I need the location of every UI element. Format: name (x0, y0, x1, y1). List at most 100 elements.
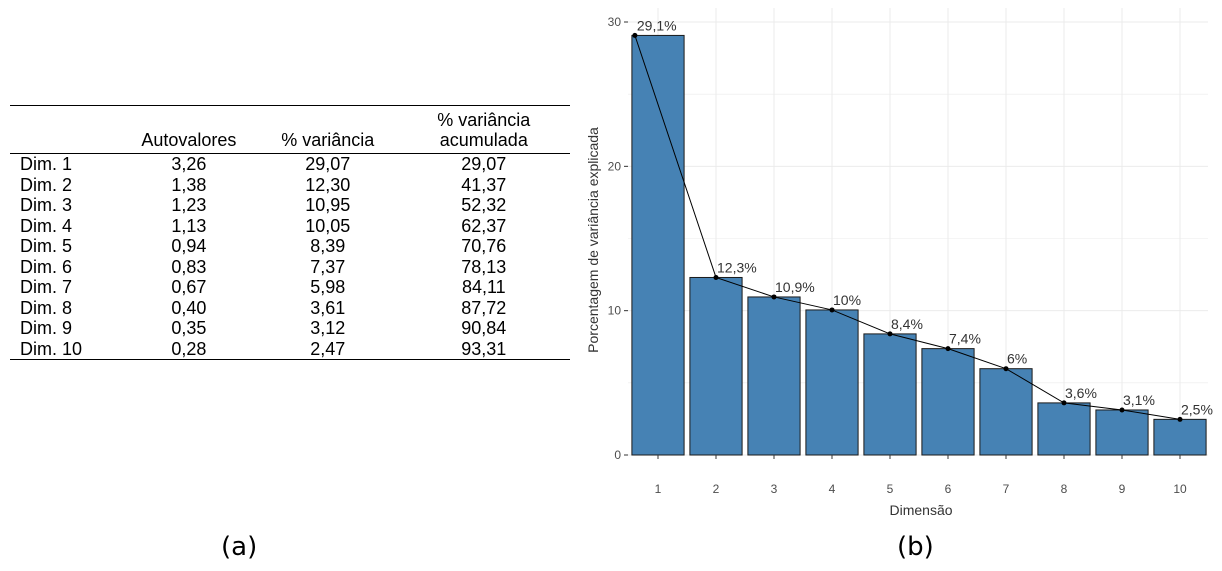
data-label-dim-2: 12,3% (717, 259, 757, 275)
row-variance: 2,47 (310, 338, 346, 359)
table-row: Dim. 5 0,94 8,39 70,76 (10, 236, 570, 257)
row-variance: 12,30 (305, 174, 351, 195)
point-dim-4 (829, 307, 835, 313)
row-dimension: Dim. 3 (20, 195, 73, 215)
header-variance: % variância (281, 130, 375, 150)
row-cumulative: 29,07 (461, 154, 507, 174)
row-cumulative: 87,72 (461, 297, 507, 318)
x-tick-label: 4 (829, 482, 836, 496)
y-axis-title: Porcentagem de variância explicada (585, 127, 601, 353)
bar-dim-7 (979, 368, 1033, 456)
row-eigenvalue: 0,35 (171, 318, 207, 338)
row-dimension: Dim. 5 (20, 236, 73, 256)
table-row: Dim. 9 0,35 3,12 90,84 (10, 318, 570, 339)
row-dimension: Dim. 1 (20, 154, 73, 174)
bar-dim-3 (747, 296, 801, 456)
bar-dim-4 (805, 309, 859, 456)
data-label-dim-7: 6% (1007, 351, 1027, 367)
row-dimension: Dim. 8 (20, 297, 73, 318)
data-label-dim-8: 3,6% (1065, 385, 1097, 401)
x-axis-title: Dimensão (889, 502, 952, 518)
row-variance: 3,61 (310, 297, 346, 318)
header-cumulative-line2: acumulada (439, 130, 528, 150)
row-variance: 10,05 (305, 215, 351, 236)
data-label-dim-5: 8,4% (891, 316, 923, 332)
eigenvalue-table: Autovalores % variância % variância acum… (10, 105, 570, 360)
point-dim-10 (1177, 416, 1183, 422)
row-variance: 8,39 (310, 236, 346, 256)
data-label-dim-4: 10% (833, 292, 861, 308)
data-label-dim-10: 2,5% (1181, 401, 1213, 417)
header-cumulative-line1: % variância (437, 110, 531, 130)
row-cumulative: 90,84 (461, 318, 507, 338)
table-row: Dim. 6 0,83 7,37 78,13 (10, 257, 570, 278)
axes: 0 10 20 30 1 2 3 4 5 6 7 8 9 10 (608, 15, 1187, 496)
row-eigenvalue: 0,94 (171, 236, 207, 256)
row-variance: 10,95 (305, 195, 351, 215)
point-dim-6 (945, 346, 951, 352)
x-tick-label: 10 (1173, 482, 1187, 496)
table-row: Dim. 3 1,23 10,95 52,32 (10, 195, 570, 216)
point-dim-5 (887, 331, 893, 337)
x-tick-label: 3 (771, 482, 778, 496)
bar-dim-9 (1095, 409, 1149, 456)
table-header-row: Autovalores % variância % variância acum… (10, 105, 570, 154)
row-dimension: Dim. 4 (20, 215, 73, 236)
row-variance: 5,98 (310, 277, 346, 297)
row-cumulative: 84,11 (461, 277, 506, 297)
scree-plot: 29,1% 12,3% 10,9% 10% 8,4% 7,4% 6% 3,6% 3,1% 2,5%… (585, 8, 1213, 518)
data-label-dim-1: 29,1% (637, 17, 677, 33)
point-dim-8 (1061, 400, 1067, 406)
point-dim-9 (1119, 407, 1125, 413)
bar-dim-1 (631, 34, 685, 456)
trend-line (632, 32, 1183, 422)
row-eigenvalue: 1,38 (171, 174, 207, 195)
row-cumulative: 41,37 (461, 174, 507, 195)
x-tick-label: 8 (1061, 482, 1068, 496)
panel-a-label: (a) (221, 532, 258, 562)
row-eigenvalue: 0,83 (171, 256, 207, 277)
row-variance: 3,12 (310, 318, 346, 338)
bar-dim-6 (921, 348, 975, 456)
row-eigenvalue: 1,13 (171, 215, 207, 236)
y-tick-label: 30 (608, 15, 622, 29)
x-tick-label: 6 (945, 482, 952, 496)
point-dim-7 (1003, 366, 1009, 372)
table-row: Dim. 1 3,26 29,07 29,07 (10, 154, 570, 175)
x-tick-label: 5 (887, 482, 894, 496)
row-cumulative: 70,76 (461, 236, 507, 256)
table-body: Dim. 1 3,26 29,07 29,07 Dim. 2 1,38 12,30 41,37… (10, 154, 570, 360)
row-variance: 7,37 (310, 256, 346, 277)
bar-dim-8 (1037, 402, 1091, 456)
data-labels: 29,1% 12,3% 10,9% 10% 8,4% 7,4% 6% 3,6% 3,1% 2,5% (637, 17, 1213, 417)
bar-dim-5 (863, 333, 917, 456)
y-tick-label: 10 (608, 304, 622, 318)
header-cumulative-variance: % variância acumulada (398, 106, 570, 154)
x-tick-label: 2 (713, 482, 720, 496)
table-row: Dim. 4 1,13 10,05 62,37 (10, 216, 570, 237)
panel-b-label: (b) (897, 532, 934, 562)
table-row: Dim. 2 1,38 12,30 41,37 (10, 175, 570, 196)
x-tick-label: 9 (1119, 482, 1126, 496)
row-eigenvalue: 0,67 (171, 277, 207, 297)
row-dimension: Dim. 2 (20, 174, 73, 195)
data-label-dim-3: 10,9% (775, 279, 815, 295)
panel-b: 29,1% 12,3% 10,9% 10% 8,4% 7,4% 6% 3,6% 3,1% 2,5%… (580, 0, 1222, 571)
data-label-dim-6: 7,4% (949, 331, 981, 347)
bar-dim-10 (1153, 418, 1207, 456)
variance-line (634, 35, 1181, 420)
point-dim-2 (713, 274, 719, 280)
point-dim-3 (771, 294, 777, 300)
row-cumulative: 52,32 (461, 195, 507, 215)
table-row: Dim. 10 0,28 2,47 93,31 (10, 339, 570, 360)
row-dimension: Dim. 9 (20, 318, 73, 338)
table-row: Dim. 8 0,40 3,61 87,72 (10, 298, 570, 319)
row-eigenvalue: 0,40 (171, 297, 207, 318)
bars (631, 34, 1207, 456)
y-tick-label: 20 (608, 159, 622, 173)
row-cumulative: 62,37 (461, 215, 507, 236)
row-variance: 29,07 (305, 154, 351, 174)
data-label-dim-9: 3,1% (1123, 392, 1155, 408)
table-row: Dim. 7 0,67 5,98 84,11 (10, 277, 570, 298)
row-dimension: Dim. 10 (20, 338, 83, 359)
